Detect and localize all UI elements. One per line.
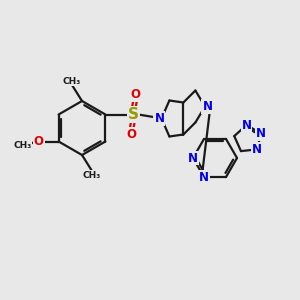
Text: CH₃: CH₃ xyxy=(83,170,101,179)
Text: O: O xyxy=(130,88,140,101)
Text: N: N xyxy=(202,100,212,113)
Text: N: N xyxy=(252,143,262,156)
Text: CH₃: CH₃ xyxy=(63,76,81,85)
Text: O: O xyxy=(34,135,44,148)
Text: S: S xyxy=(128,107,139,122)
Text: N: N xyxy=(242,118,251,132)
Text: CH₃: CH₃ xyxy=(14,141,32,150)
Text: O: O xyxy=(126,128,136,141)
Text: N: N xyxy=(199,171,209,184)
Text: N: N xyxy=(256,127,266,140)
Text: N: N xyxy=(188,152,198,164)
Text: N: N xyxy=(154,112,164,125)
